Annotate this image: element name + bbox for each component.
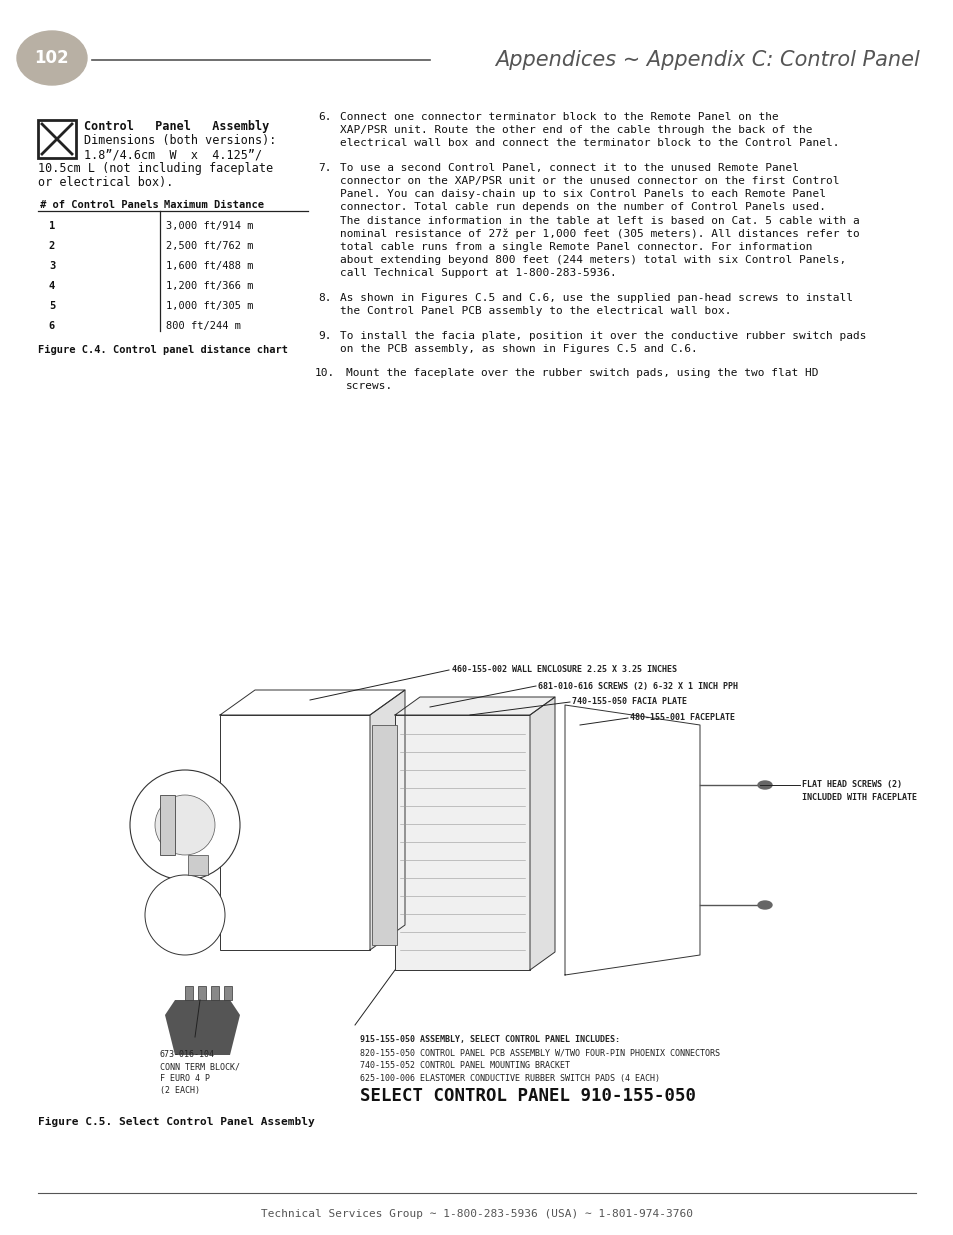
Text: connector on the XAP/PSR unit or the unused connector on the first Control: connector on the XAP/PSR unit or the unu… [339,177,839,186]
Text: 2: 2 [49,241,55,251]
Text: 1,200 ft/366 m: 1,200 ft/366 m [166,282,253,291]
Text: 7.: 7. [317,163,331,173]
Bar [224,986,232,1000]
Text: total cable runs from a single Remote Panel connector. For information: total cable runs from a single Remote Pa… [339,242,812,252]
Polygon shape [220,690,405,715]
Circle shape [130,769,240,881]
Text: 820-155-050 CONTROL PANEL PCB ASSEMBLY W/TWO FOUR-PIN PHOENIX CONNECTORS: 820-155-050 CONTROL PANEL PCB ASSEMBLY W… [359,1049,720,1057]
Text: 673-016-104: 673-016-104 [160,1050,214,1058]
Bar [185,986,193,1000]
Text: Technical Services Group ∼ 1-800-283-5936 (USA) ∼ 1-801-974-3760: Technical Services Group ∼ 1-800-283-593… [261,1209,692,1219]
Text: 5: 5 [49,301,55,311]
Text: 8.: 8. [317,293,331,303]
Text: nominal resistance of 27ž per 1,000 feet (305 meters). All distances refer to: nominal resistance of 27ž per 1,000 feet… [339,228,859,240]
Text: SELECT CONTROL PANEL 910-155-050: SELECT CONTROL PANEL 910-155-050 [359,1087,696,1105]
Text: 6.: 6. [317,112,331,122]
Text: Panel. You can daisy-chain up to six Control Panels to each Remote Panel: Panel. You can daisy-chain up to six Con… [339,189,825,199]
Ellipse shape [758,902,771,909]
Text: 681-010-616 SCREWS (2) 6-32 X 1 INCH PPH: 681-010-616 SCREWS (2) 6-32 X 1 INCH PPH [537,682,738,690]
Polygon shape [530,697,555,969]
Ellipse shape [758,781,771,789]
Text: Dimensions (both versions):: Dimensions (both versions): [84,135,276,147]
Text: As shown in Figures C.5 and C.6, use the supplied pan-head screws to install: As shown in Figures C.5 and C.6, use the… [339,293,852,303]
Bar [395,715,530,969]
Text: 3,000 ft/914 m: 3,000 ft/914 m [166,221,253,231]
Bar [198,986,206,1000]
Text: 460-155-002 WALL ENCLOSURE 2.25 X 3.25 INCHES: 460-155-002 WALL ENCLOSURE 2.25 X 3.25 I… [452,666,677,674]
Text: 800 ft/244 m: 800 ft/244 m [166,321,241,331]
Bar [220,715,370,950]
Bar [372,725,396,945]
Text: 2,500 ft/762 m: 2,500 ft/762 m [166,241,253,251]
Text: F EURO 4 P: F EURO 4 P [160,1074,210,1083]
Text: on the PCB assembly, as shown in Figures C.5 and C.6.: on the PCB assembly, as shown in Figures… [339,343,697,353]
Text: 4: 4 [49,282,55,291]
Polygon shape [370,690,405,950]
Text: call Technical Support at 1-800-283-5936.: call Technical Support at 1-800-283-5936… [339,268,616,278]
Text: To use a second Control Panel, connect it to the unused Remote Panel: To use a second Control Panel, connect i… [339,163,799,173]
Bar [188,855,208,876]
Text: 102: 102 [34,49,70,67]
Bar [154,640,919,1086]
Bar [38,120,76,158]
Polygon shape [395,697,555,715]
Text: or electrical box).: or electrical box). [38,177,173,189]
Ellipse shape [17,31,87,85]
Text: INCLUDED WITH FACEPLATE: INCLUDED WITH FACEPLATE [801,793,916,802]
Bar [160,795,174,855]
Text: Connect one connector terminator block to the Remote Panel on the: Connect one connector terminator block t… [339,112,778,122]
Text: electrical wall box and connect the terminator block to the Control Panel.: electrical wall box and connect the term… [339,138,839,148]
Text: 10.5cm L (not including faceplate: 10.5cm L (not including faceplate [38,162,273,175]
Text: 1,000 ft/305 m: 1,000 ft/305 m [166,301,253,311]
Text: Maximum Distance: Maximum Distance [164,200,264,210]
Text: 6: 6 [49,321,55,331]
Text: 9.: 9. [317,331,331,341]
Text: Appendices ∼ Appendix C: Control Panel: Appendices ∼ Appendix C: Control Panel [495,49,919,70]
Text: 625-100-006 ELASTOMER CONDUCTIVE RUBBER SWITCH PADS (4 EACH): 625-100-006 ELASTOMER CONDUCTIVE RUBBER … [359,1074,659,1083]
Text: 3: 3 [49,261,55,270]
Text: # of Control Panels: # of Control Panels [40,200,158,210]
Text: 1: 1 [49,221,55,231]
Text: 1.8”/4.6cm  W  x  4.125”/: 1.8”/4.6cm W x 4.125”/ [84,148,262,161]
Text: CONN TERM BLOCK/: CONN TERM BLOCK/ [160,1062,240,1071]
Text: XAP/PSR unit. Route the other end of the cable through the back of the: XAP/PSR unit. Route the other end of the… [339,125,812,135]
Text: 740-155-052 CONTROL PANEL MOUNTING BRACKET: 740-155-052 CONTROL PANEL MOUNTING BRACK… [359,1061,569,1070]
Text: Figure C.4. Control panel distance chart: Figure C.4. Control panel distance chart [38,345,288,354]
Text: about extending beyond 800 feet (244 meters) total with six Control Panels,: about extending beyond 800 feet (244 met… [339,256,845,266]
Text: Mount the faceplate over the rubber switch pads, using the two flat HD: Mount the faceplate over the rubber swit… [346,368,818,378]
Text: the Control Panel PCB assembly to the electrical wall box.: the Control Panel PCB assembly to the el… [339,306,731,316]
Text: connector. Total cable run depends on the number of Control Panels used.: connector. Total cable run depends on th… [339,203,825,212]
Polygon shape [564,705,700,974]
Bar [211,986,219,1000]
Text: 1,600 ft/488 m: 1,600 ft/488 m [166,261,253,270]
Text: 480-155-001 FACEPLATE: 480-155-001 FACEPLATE [629,714,734,722]
Polygon shape [165,1000,240,1055]
Circle shape [145,876,225,955]
Text: Control   Panel   Assembly: Control Panel Assembly [84,120,269,133]
Text: Figure C.5. Select Control Panel Assembly: Figure C.5. Select Control Panel Assembl… [38,1116,314,1128]
Text: (2 EACH): (2 EACH) [160,1086,200,1095]
Text: To install the facia plate, position it over the conductive rubber switch pads: To install the facia plate, position it … [339,331,865,341]
Text: FLAT HEAD SCREWS (2): FLAT HEAD SCREWS (2) [801,781,901,789]
Text: 10.: 10. [314,368,335,378]
Text: 915-155-050 ASSEMBLY, SELECT CONTROL PANEL INCLUDES:: 915-155-050 ASSEMBLY, SELECT CONTROL PAN… [359,1035,619,1044]
Text: 740-155-050 FACIA PLATE: 740-155-050 FACIA PLATE [572,698,686,706]
Text: The distance information in the table at left is based on Cat. 5 cable with a: The distance information in the table at… [339,216,859,226]
Circle shape [154,795,214,855]
Text: screws.: screws. [346,382,393,391]
